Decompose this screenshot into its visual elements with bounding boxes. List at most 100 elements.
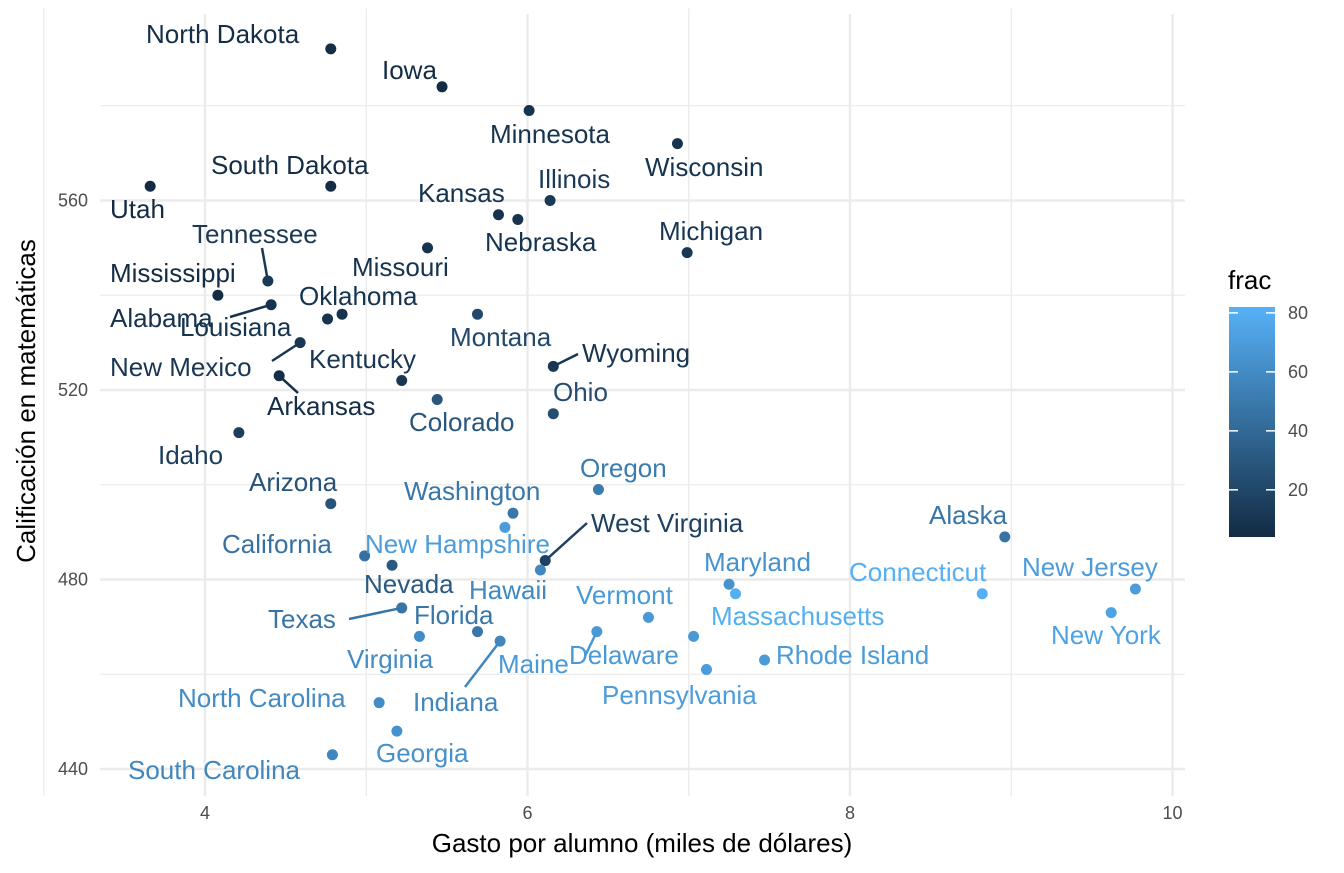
point-label-alaska: Alaska: [929, 500, 1008, 530]
point-label-mississippi: Mississippi: [110, 258, 236, 288]
legend-tick-label: 80: [1288, 303, 1308, 323]
legend-colorbar: [1229, 307, 1275, 537]
point-rhode-island: [759, 654, 771, 666]
point-label-colorado: Colorado: [409, 407, 515, 437]
point-label-california: California: [222, 529, 332, 559]
point-nevada: [386, 559, 398, 571]
major-gridlines: [100, 14, 1185, 796]
point-label-kansas: Kansas: [418, 178, 505, 208]
point-label-new-mexico: New Mexico: [110, 352, 252, 382]
point-tennessee: [262, 275, 274, 287]
point-label-georgia: Georgia: [376, 738, 469, 768]
point-alabama: [265, 299, 277, 311]
point-labels: North Dakota Iowa Minnesota Wisconsin Utah So…: [110, 19, 1162, 785]
minor-gridlines: [43, 8, 1185, 796]
point-label-montana: Montana: [450, 322, 552, 352]
y-tick-labels: 440 480 520 560: [58, 191, 88, 780]
point-maryland: [723, 578, 735, 590]
point-label-tennessee: Tennessee: [192, 219, 318, 249]
point-missouri: [422, 242, 434, 254]
point-label-hawaii: Hawaii: [469, 575, 547, 605]
point-new-hampshire: [499, 521, 511, 533]
point-wyoming: [547, 360, 559, 372]
point-label-new-york: New York: [1051, 620, 1162, 650]
point-north-dakota: [325, 43, 337, 55]
point-label-oklahoma: Oklahoma: [299, 281, 418, 311]
point-label-kentucky: Kentucky: [309, 344, 416, 374]
point-iowa: [436, 81, 448, 93]
point-label-indiana: Indiana: [413, 687, 499, 717]
point-arizona: [325, 498, 337, 510]
point-florida: [472, 626, 484, 638]
point-mississippi: [212, 289, 224, 301]
leader-line-west-virginia: [544, 522, 588, 562]
point-vermont: [642, 611, 654, 623]
point-label-oregon: Oregon: [580, 453, 667, 483]
point-label-washington: Washington: [404, 476, 540, 506]
point-california: [359, 550, 371, 562]
x-tick-label: 8: [845, 803, 855, 823]
legend-tick-label: 20: [1288, 480, 1308, 500]
point-hawaii: [534, 564, 546, 576]
color-legend: frac 20 40 60 80: [1228, 265, 1308, 537]
point-label-west-virginia: West Virginia: [591, 508, 744, 538]
point-maine: [591, 626, 603, 638]
point-indiana: [494, 635, 506, 647]
point-michigan: [681, 247, 693, 259]
point-illinois: [544, 195, 556, 206]
point-louisiana: [322, 313, 334, 325]
point-minnesota: [523, 104, 535, 116]
leader-line-tennessee: [260, 247, 270, 282]
point-label-louisiana: Louisiana: [180, 312, 292, 342]
point-label-south-dakota: South Dakota: [211, 150, 369, 180]
point-wisconsin: [671, 138, 683, 150]
point-montana: [472, 308, 484, 320]
point-new-york: [1105, 607, 1117, 619]
point-washington: [507, 507, 519, 519]
leader-line-texas: [348, 606, 402, 621]
point-label-massachusetts: Massachusetts: [711, 601, 884, 631]
y-tick-label: 560: [58, 191, 88, 211]
point-label-ohio: Ohio: [553, 377, 608, 407]
point-south-carolina: [326, 749, 338, 761]
point-label-idaho: Idaho: [158, 440, 223, 470]
x-tick-label: 4: [200, 803, 210, 823]
point-label-rhode-island: Rhode Island: [776, 640, 929, 670]
point-label-connecticut: Connecticut: [849, 557, 987, 587]
point-label-pennsylvania: Pennsylvania: [602, 680, 757, 710]
point-nebraska: [512, 213, 524, 225]
point-utah: [144, 180, 156, 192]
point-label-virginia: Virginia: [347, 644, 434, 674]
legend-title: frac: [1228, 265, 1271, 295]
point-oregon: [592, 483, 604, 495]
label-leader-lines: [229, 247, 598, 688]
leader-line-indiana: [464, 640, 502, 688]
x-tick-label: 6: [522, 803, 532, 823]
point-label-iowa: Iowa: [382, 55, 437, 85]
point-label-new-hampshire: New Hampshire: [365, 529, 550, 559]
point-label-wisconsin: Wisconsin: [645, 152, 763, 182]
point-label-north-carolina: North Carolina: [178, 683, 346, 713]
point-label-michigan: Michigan: [659, 216, 763, 246]
point-pennsylvania: [700, 664, 712, 676]
y-tick-label: 440: [58, 759, 88, 779]
point-label-missouri: Missouri: [352, 252, 449, 282]
point-label-utah: Utah: [110, 194, 165, 224]
point-label-maine: Maine: [498, 649, 569, 679]
point-arkansas: [273, 370, 285, 382]
point-label-arkansas: Arkansas: [267, 391, 375, 421]
point-massachusetts: [730, 588, 742, 600]
y-tick-label: 520: [58, 380, 88, 400]
x-axis-title: Gasto por alumno (miles de dólares): [432, 828, 853, 858]
point-label-arizona: Arizona: [249, 467, 338, 497]
point-virginia: [413, 630, 425, 642]
point-label-delaware: Delaware: [569, 640, 679, 670]
legend-tick-label: 40: [1288, 421, 1308, 441]
point-label-texas: Texas: [268, 604, 336, 634]
legend-ticks: 20 40 60 80: [1229, 303, 1308, 500]
point-alaska: [999, 531, 1011, 543]
point-south-dakota: [325, 180, 337, 192]
point-label-wyoming: Wyoming: [582, 338, 690, 368]
point-label-nevada: Nevada: [364, 569, 454, 599]
